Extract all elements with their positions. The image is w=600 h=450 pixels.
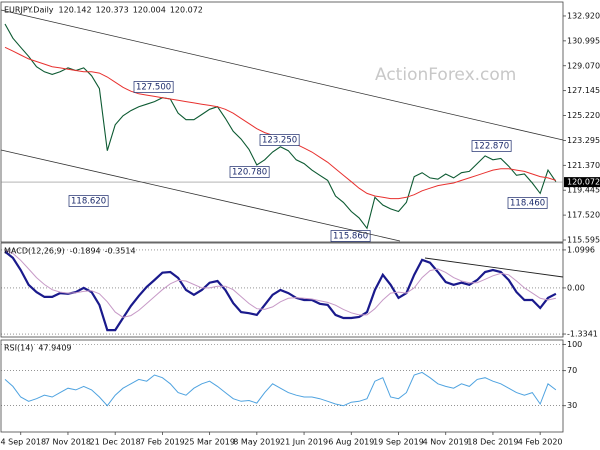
y-tick-label: 119.445 (567, 186, 600, 195)
y-tick-label: 121.370 (567, 161, 600, 170)
y-tick-label: 117.520 (567, 211, 600, 220)
series-line (4, 23, 557, 230)
last-price-label: 120.072 (567, 178, 600, 187)
annotation-box (507, 197, 548, 209)
y-tick-label: 123.295 (567, 136, 600, 145)
panel-title: RSI(14) (4, 344, 33, 353)
watermark: ActionForex.com (375, 65, 516, 85)
header-value: 120.142 (59, 6, 92, 15)
annotation-box (471, 140, 512, 152)
last-price-box (564, 177, 600, 188)
y-tick-label: -1.3341 (567, 330, 598, 339)
x-tick-label: 7 Nov 2018 (45, 438, 91, 447)
panel-frame (0, 339, 564, 433)
x-tick-label: 19 Sep 2019 (373, 438, 424, 447)
header-value: 120.373 (96, 6, 129, 15)
annotation-box (133, 81, 174, 93)
annotation-box (68, 195, 109, 207)
y-tick-label: 129.070 (567, 61, 600, 70)
series-line (4, 371, 557, 407)
x-tick-label: 7 Feb 2019 (140, 438, 185, 447)
series-line (4, 249, 557, 318)
annotation: 118.460 (510, 199, 545, 209)
annotation-box (330, 230, 371, 242)
panel-frame (0, 1, 564, 243)
annotation: 120.780 (232, 168, 267, 178)
x-tick-label: 18 Dec 2019 (467, 438, 518, 447)
header-value: 120.072 (170, 6, 203, 15)
y-tick-label: 115.595 (567, 235, 600, 244)
annotation: 118.620 (71, 197, 106, 207)
annotation-box (259, 134, 300, 146)
x-tick-label: 21 Dec 2018 (90, 438, 141, 447)
y-tick-label: 130.995 (567, 36, 600, 45)
annotation: 127.500 (136, 83, 171, 93)
annotation: 122.870 (474, 142, 509, 152)
trend-line (0, 149, 401, 242)
header-value: 47.9409 (38, 344, 71, 353)
header-value: -0.3514 (105, 247, 136, 256)
y-tick-label: 125.220 (567, 111, 600, 120)
y-tick-label: 0.00 (567, 283, 585, 292)
annotation: 115.860 (333, 232, 368, 242)
annotation-box (229, 166, 270, 178)
trend-line (0, 9, 564, 141)
annotation: 123.250 (262, 136, 297, 146)
trend-line (424, 257, 564, 278)
y-tick-label: 132.920 (567, 11, 600, 20)
panel-frame (0, 242, 564, 338)
x-tick-label: 4 Feb 2020 (518, 438, 563, 447)
y-tick-label: 100 (567, 340, 582, 349)
x-tick-label: 21 Jun 2019 (280, 438, 328, 447)
panel-title: EURJPY.Daily (4, 6, 54, 15)
x-tick-label: 6 Aug 2019 (328, 438, 374, 447)
header-value: -0.1894 (70, 247, 101, 256)
y-tick-label: 70 (567, 366, 577, 375)
panel-title: MACD(12,26,9) (4, 247, 65, 256)
x-tick-label: 8 May 2019 (233, 438, 280, 447)
y-tick-label: 127.145 (567, 86, 600, 95)
x-tick-label: 4 Nov 2019 (423, 438, 469, 447)
header-value: 120.004 (133, 6, 166, 15)
x-tick-label: 25 Mar 2019 (184, 438, 235, 447)
series-line (4, 250, 557, 332)
y-tick-label: 1.0996 (567, 245, 595, 254)
x-tick-label: 24 Sep 2018 (0, 438, 46, 447)
y-tick-label: 30 (567, 401, 577, 410)
